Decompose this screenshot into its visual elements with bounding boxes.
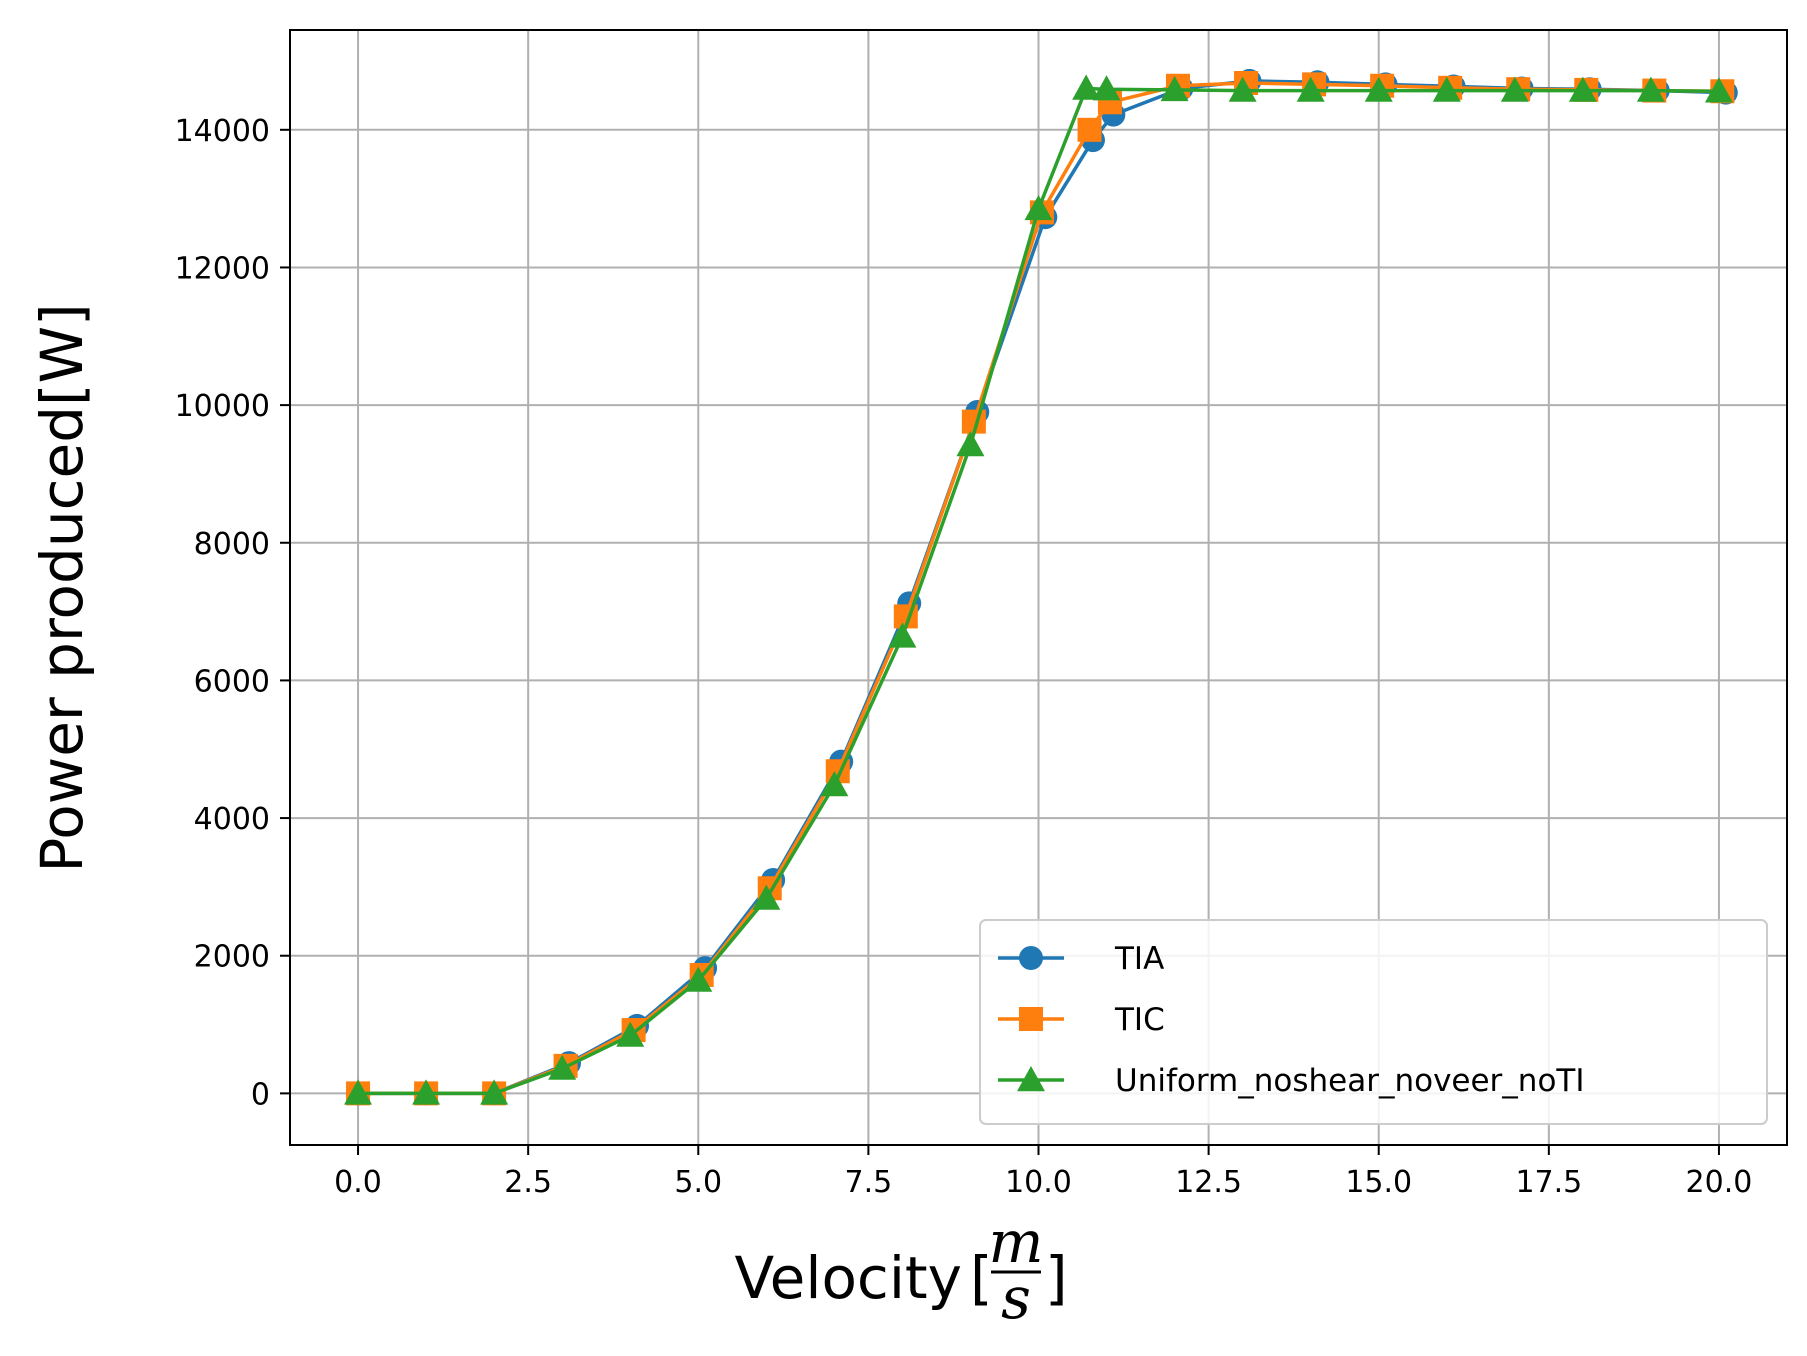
series-line xyxy=(358,86,1720,1096)
legend-entry: TIC xyxy=(998,1002,1165,1038)
x-tick-label: 5.0 xyxy=(674,1165,722,1200)
data-point xyxy=(1636,76,1665,102)
x-axis-unit-open-bracket: [ xyxy=(970,1244,993,1312)
legend-box xyxy=(979,919,1768,1125)
data-point xyxy=(412,1079,441,1105)
data-point xyxy=(1228,76,1257,102)
data-point xyxy=(1704,77,1733,103)
data-point xyxy=(752,884,781,910)
x-tick-label: 10.0 xyxy=(1005,1165,1072,1200)
legend-swatch-marker xyxy=(1019,1007,1043,1031)
x-axis-unit-close-bracket: ] xyxy=(1045,1244,1068,1312)
y-tick-label: 4000 xyxy=(194,802,270,837)
legend-entry: TIA xyxy=(998,941,1164,977)
data-point xyxy=(1077,117,1102,142)
data-point xyxy=(1568,76,1597,102)
legend-label: Uniform_noshear_noveer_noTI xyxy=(1115,1063,1585,1099)
data-point xyxy=(956,431,985,457)
series-3 xyxy=(344,74,1733,1105)
legend-swatch-marker xyxy=(1017,1066,1045,1092)
legend-swatch-marker xyxy=(1019,946,1043,970)
data-point xyxy=(344,1079,373,1105)
x-axis-unit-numerator: m xyxy=(989,1208,1044,1276)
data-point xyxy=(1500,76,1529,102)
x-tick-label: 17.5 xyxy=(1515,1165,1582,1200)
x-axis-unit-denominator: s xyxy=(1001,1264,1031,1332)
x-tick-label: 12.5 xyxy=(1175,1165,1242,1200)
data-point xyxy=(1160,75,1189,102)
x-axis-ticks: 0.0 2.5 5.0 7.5 10.0 12.5 15.0 17.5 20.0 xyxy=(334,1145,1752,1200)
data-point xyxy=(1024,194,1053,221)
data-point xyxy=(1364,76,1393,102)
legend-label: TIA xyxy=(1114,941,1164,977)
data-point xyxy=(616,1021,645,1047)
series-line xyxy=(358,81,1723,1096)
y-tick-label: 10000 xyxy=(175,389,270,424)
data-point xyxy=(1296,76,1325,102)
x-axis-title: Velocity [ m s ] xyxy=(734,1208,1067,1332)
data-point xyxy=(1432,76,1461,102)
legend: TIA TIC Uniform_noshear_noveer_noTI xyxy=(979,919,1768,1125)
data-point xyxy=(548,1054,577,1080)
series-layer xyxy=(344,68,1738,1106)
y-tick-label: 14000 xyxy=(175,114,270,149)
data-point xyxy=(480,1079,509,1105)
x-axis-label: Velocity xyxy=(734,1244,962,1312)
y-tick-label: 6000 xyxy=(194,664,270,699)
y-axis-ticks: 0 2000 4000 6000 8000 10000 12000 14000 xyxy=(175,114,290,1112)
data-point xyxy=(1092,75,1121,101)
data-point xyxy=(1072,74,1101,100)
data-point xyxy=(684,966,713,992)
x-tick-label: 15.0 xyxy=(1345,1165,1412,1200)
x-tick-label: 20.0 xyxy=(1686,1165,1753,1200)
data-point xyxy=(820,771,849,797)
x-tick-label: 0.0 xyxy=(334,1165,382,1200)
legend-label: TIC xyxy=(1114,1002,1165,1038)
data-point xyxy=(888,622,917,648)
y-tick-label: 12000 xyxy=(175,251,270,286)
y-tick-label: 2000 xyxy=(194,940,270,975)
y-axis-label: Power produced[W] xyxy=(28,303,96,872)
y-tick-label: 8000 xyxy=(194,527,270,562)
legend-entry: Uniform_noshear_noveer_noTI xyxy=(998,1063,1585,1099)
grid xyxy=(290,30,1787,1145)
x-tick-label: 7.5 xyxy=(845,1165,893,1200)
y-tick-label: 0 xyxy=(251,1077,270,1112)
x-tick-label: 2.5 xyxy=(504,1165,552,1200)
